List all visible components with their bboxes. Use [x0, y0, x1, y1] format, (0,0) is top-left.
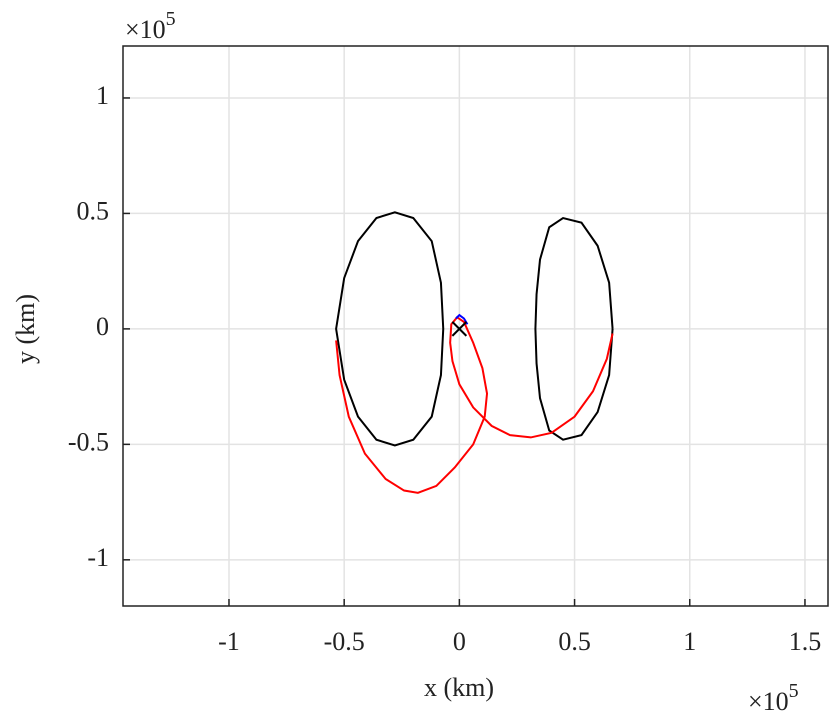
point-marker	[451, 321, 468, 337]
x-multiplier-base: ×10	[748, 687, 789, 716]
x-tick-label: 1	[683, 627, 696, 656]
y-tick-label: 1	[96, 81, 109, 110]
plot-frame	[122, 45, 829, 607]
orbit-line	[534, 216, 614, 441]
x-tick-label: -0.5	[324, 627, 365, 656]
x-tick-label: 0.5	[558, 627, 591, 656]
x-axis-label: x (km)	[424, 673, 494, 702]
y-axis-label: y (km)	[11, 294, 40, 364]
y-multiplier-power: 5	[166, 8, 176, 30]
orbit-line	[335, 211, 445, 447]
y-multiplier-base: ×10	[125, 15, 166, 44]
x-tick-label: 1.5	[789, 627, 822, 656]
y-tick-label: -1	[87, 543, 109, 572]
y-multiplier: ×105	[125, 8, 176, 44]
y-tick-label: 0.5	[77, 196, 110, 225]
x-tick-label: -1	[218, 627, 240, 656]
x-multiplier-power: 5	[789, 680, 799, 702]
x-tick-label: 0	[453, 627, 466, 656]
orbit-line	[335, 316, 614, 494]
y-tick-label: 0	[96, 312, 109, 341]
y-tick-label: -0.5	[68, 427, 109, 456]
x-multiplier: ×105	[748, 680, 799, 716]
